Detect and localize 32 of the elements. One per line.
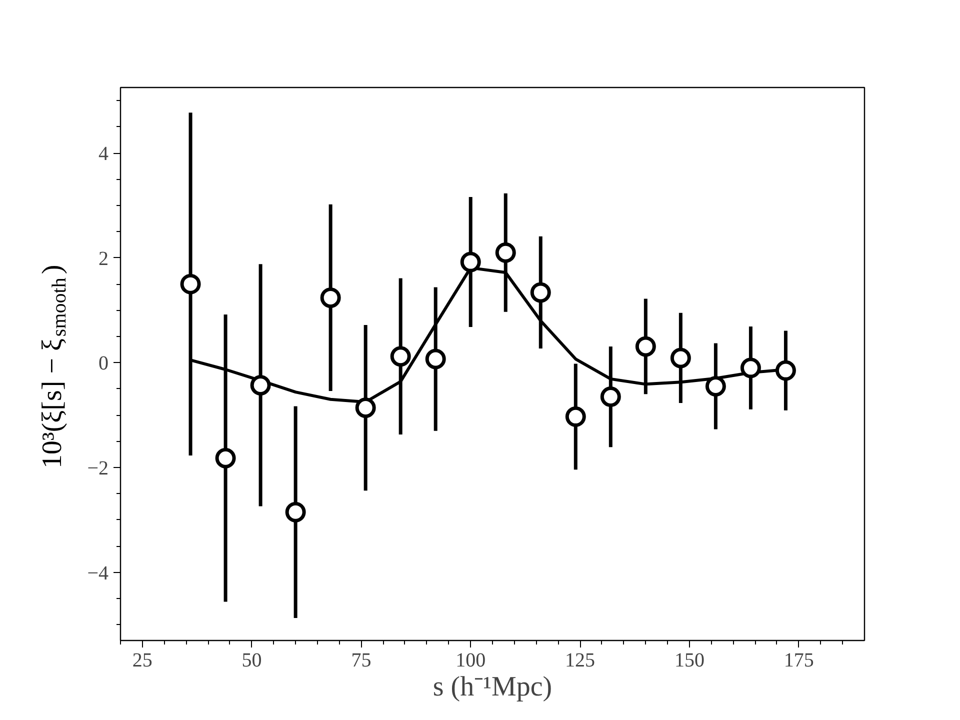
point — [460, 252, 481, 272]
x-tick-label: 75 — [351, 650, 372, 672]
x-tick-label: 50 — [242, 650, 262, 672]
y-tick-label: 0 — [98, 352, 108, 375]
point — [390, 346, 411, 367]
point — [565, 406, 586, 427]
point — [215, 448, 236, 468]
point — [705, 376, 726, 397]
x-tick-label: 175 — [784, 650, 814, 672]
point — [285, 502, 306, 522]
point — [670, 348, 691, 368]
point — [180, 274, 201, 294]
y-tick-label: −2 — [87, 458, 108, 480]
x-tick-label: 100 — [456, 650, 486, 672]
point — [530, 282, 551, 303]
point — [250, 374, 271, 396]
point — [635, 336, 656, 357]
x-tick-label: 150 — [674, 650, 704, 672]
point — [775, 360, 796, 381]
x-tick-label: 25 — [132, 650, 152, 672]
x-axis-title: s (h⁻¹Mpc) — [432, 672, 552, 702]
y-tick-label: 2 — [98, 248, 108, 270]
point — [320, 287, 341, 308]
y-tick-label: −4 — [87, 562, 108, 584]
point — [740, 358, 761, 378]
y-tick-label: 4 — [98, 143, 108, 166]
point — [355, 398, 376, 418]
x-tick-label: 125 — [565, 650, 596, 672]
y-axis-title: 10³(ξ[s] − ξsmooth) — [37, 264, 70, 469]
point — [600, 386, 621, 407]
point — [495, 242, 516, 263]
point — [425, 348, 446, 370]
